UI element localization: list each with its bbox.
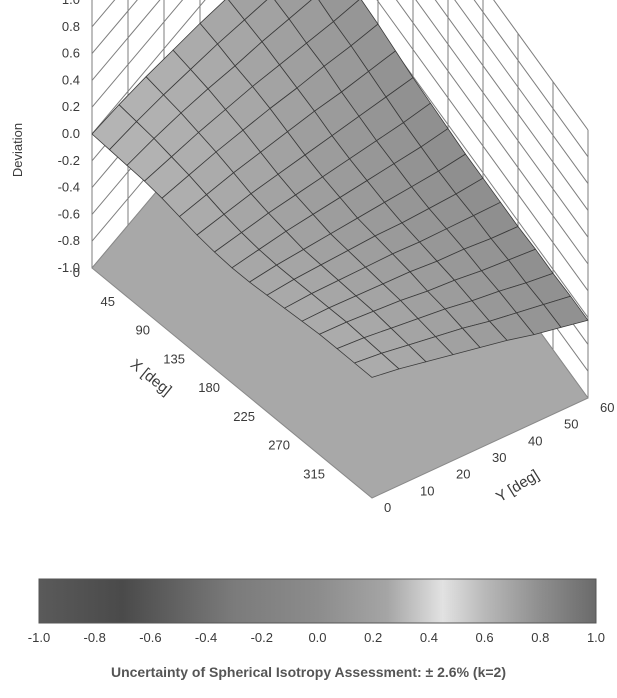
wall-right-hline <box>395 0 589 265</box>
z-tick-label: -0.2 <box>58 153 80 168</box>
wall-right-hline <box>454 0 589 184</box>
y-tick-label: 50 <box>564 417 578 432</box>
y-tick-label: 10 <box>420 483 434 498</box>
wall-right-hline <box>356 0 589 318</box>
wall-right-hline <box>415 0 589 238</box>
y-tick-label: 40 <box>528 433 542 448</box>
x-tick-label: 270 <box>268 438 290 453</box>
colorbar-tick-label: -0.6 <box>139 630 161 645</box>
x-tick-label: 225 <box>233 409 255 424</box>
x-tick-label: 315 <box>303 466 325 481</box>
z-tick-label: -0.6 <box>58 206 80 221</box>
z-tick-label: 1.0 <box>62 0 80 7</box>
colorbar-tick-label: -1.0 <box>28 630 50 645</box>
wall-right-hline <box>473 0 589 158</box>
y-tick-label: 60 <box>600 400 614 415</box>
colorbar-tick-label: -0.4 <box>195 630 217 645</box>
y-tick-label: 20 <box>456 467 470 482</box>
colorbar-tick-label: 1.0 <box>587 630 605 645</box>
y-tick-label: 0 <box>384 500 391 515</box>
surface-cell <box>354 352 400 378</box>
colorbar-tick-label: -0.8 <box>83 630 105 645</box>
wall-left-hline <box>91 0 138 54</box>
colorbar-tick-label: 0.4 <box>420 630 438 645</box>
wall-right-hline <box>493 0 589 131</box>
colorbar-tick-label: 0.6 <box>476 630 494 645</box>
z-tick-label: 0.4 <box>62 72 80 87</box>
wall-right-hline <box>434 0 589 211</box>
colorbar-tick-label: -0.2 <box>251 630 273 645</box>
wall-left-hline <box>91 0 184 108</box>
colorbar-gradient <box>38 578 597 624</box>
wall-left-hline <box>91 0 206 135</box>
z-tick-label: -0.8 <box>58 233 80 248</box>
footer-title: Uncertainty of Spherical Isotropy Assess… <box>110 664 506 680</box>
wall-left-hline <box>91 0 161 81</box>
y-tick-label: 30 <box>492 450 506 465</box>
x-tick-label: 135 <box>163 351 185 366</box>
z-tick-label: 0.6 <box>62 46 80 61</box>
colorbar: -1.0 -0.8 -0.6 -0.4 -0.2 0.0 0.2 0.4 0.6 0.8 1.0 <box>28 578 605 645</box>
colorbar-tick-label: 0.0 <box>308 630 326 645</box>
x-tick-label: 180 <box>198 380 220 395</box>
z-tick-label: 0.0 <box>62 126 80 141</box>
x-tick-label: 45 <box>101 294 115 309</box>
colorbar-tick-label: 0.8 <box>531 630 549 645</box>
surface-mesh <box>91 0 589 378</box>
z-tick-label: 0.2 <box>62 99 80 114</box>
z-tick-label: -1.0 <box>58 260 80 275</box>
x-tick-label: 90 <box>136 323 150 338</box>
z-tick-label: 0.8 <box>62 19 80 34</box>
z-tick-label: -0.4 <box>58 180 80 195</box>
colorbar-tick-label: 0.2 <box>364 630 382 645</box>
y-axis-label: Y [deg] <box>493 466 542 505</box>
wall-right-hline <box>376 0 589 292</box>
z-axis-label: Deviation <box>10 123 25 177</box>
x-tick-label: 0 <box>73 265 80 280</box>
